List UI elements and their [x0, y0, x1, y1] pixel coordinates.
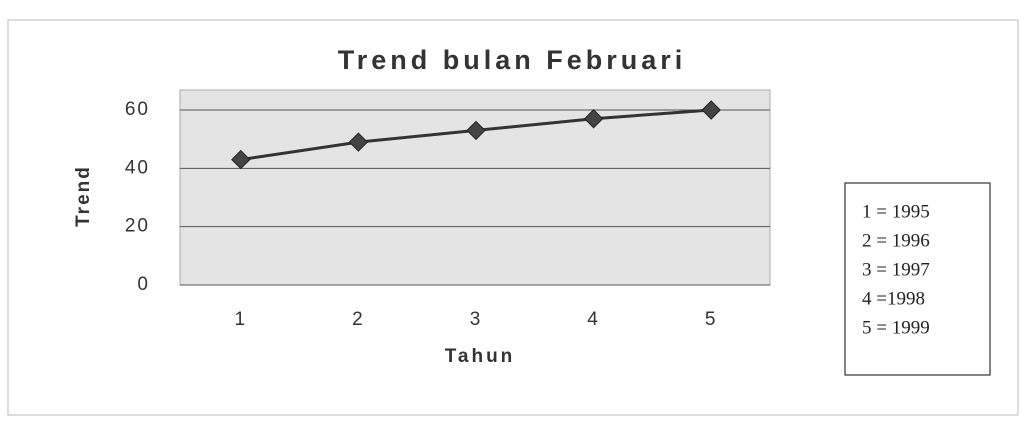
x-tick-label: 1 — [235, 309, 248, 330]
legend-entry: 2 = 1996 — [862, 230, 930, 251]
plot-area — [179, 89, 771, 286]
y-tick-label: 20 — [125, 216, 150, 237]
legend-entry: 1 = 1995 — [862, 201, 930, 222]
marker — [701, 100, 721, 120]
x-tick-label: 4 — [587, 309, 600, 330]
marker — [583, 109, 604, 129]
y-axis-label: Trend — [73, 165, 94, 227]
chart-title: Trend bulan Februari — [338, 45, 687, 75]
legend-entry: 4 =1998 — [862, 288, 925, 309]
marker — [231, 149, 251, 170]
marker — [466, 120, 486, 141]
legend-entry: 3 = 1997 — [862, 259, 930, 280]
legend-entry: 5 = 1999 — [862, 317, 930, 338]
y-tick-label: 0 — [137, 274, 150, 295]
frame — [7, 19, 1019, 416]
marker — [348, 132, 369, 152]
x-tick-label: 2 — [352, 309, 365, 330]
x-axis-label: Tahun — [445, 346, 516, 367]
legend-box — [844, 182, 991, 376]
y-tick-label: 60 — [125, 99, 150, 120]
y-tick-label: 40 — [125, 157, 150, 178]
x-tick-label: 5 — [705, 309, 718, 330]
x-tick-label: 3 — [470, 309, 483, 330]
